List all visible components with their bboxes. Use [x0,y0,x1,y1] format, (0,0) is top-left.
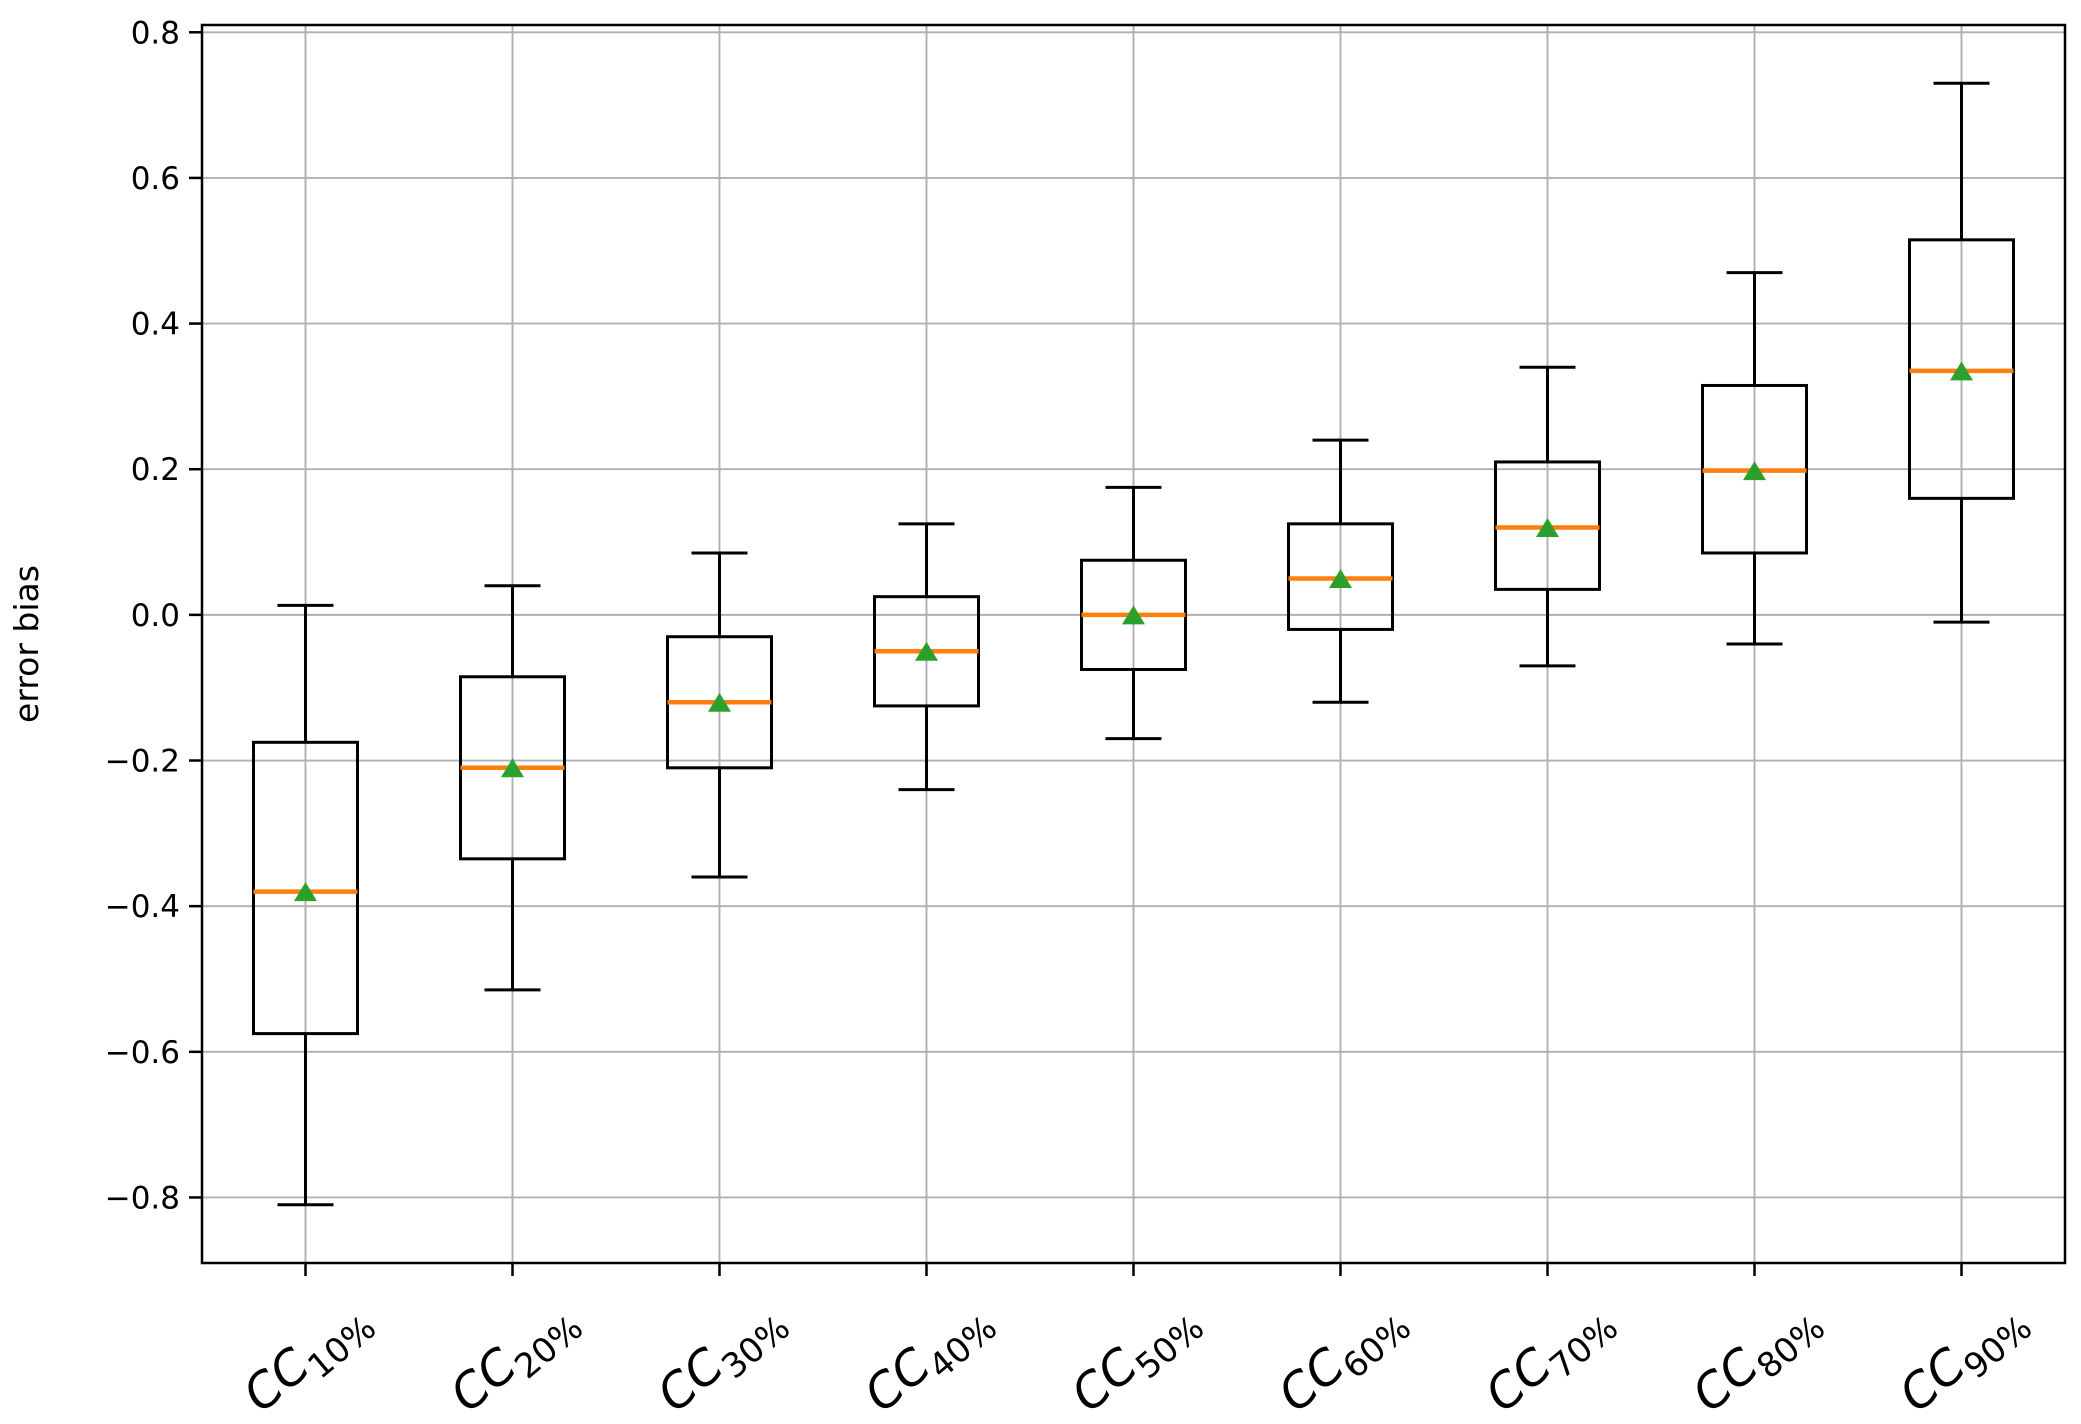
y-tick-label: 0.2 [131,452,180,488]
axis-layer: 0.8 0.6 0.4 0.2 0.0 −0.2 −0.4 −0.6 −0.8 CC10% CC20… [105,15,2067,1424]
y-tick-label: 0.8 [131,15,180,51]
iqr-box [252,740,359,1036]
mean-marker [915,641,938,661]
y-tick-label: −0.4 [105,889,180,925]
mean-marker [1329,568,1352,588]
x-tick-label: CC60% [1268,1289,1419,1424]
x-tick-label: CC10% [233,1289,384,1424]
x-tick-label: CC20% [440,1289,591,1424]
x-tick-label: CC30% [647,1289,798,1424]
y-tick-label: −0.8 [105,1180,180,1216]
box-group-cc30% [666,551,773,879]
y-tick-label: −0.6 [105,1035,180,1071]
grid-layer [202,25,2065,1263]
box-group-cc90% [1908,81,2015,624]
y-tick-label: 0.6 [131,161,180,197]
box-group-cc10% [252,603,359,1207]
box-group-cc20% [459,584,566,992]
mean-marker [1536,517,1559,537]
box-group-cc70% [1494,365,1601,668]
box-group-cc40% [873,522,980,792]
x-tick-label: CC90% [1889,1289,2040,1424]
mean-marker [1950,361,1973,381]
y-axis-label: error bias [7,565,46,723]
y-tick-label: 0.4 [131,307,180,343]
mean-marker [501,758,524,778]
y-tick-label: 0.0 [131,598,180,634]
mean-marker [708,692,731,712]
x-tick-label: CC70% [1475,1289,1626,1424]
box-group-cc80% [1701,271,1808,646]
box-group-cc50% [1080,485,1187,741]
y-tick-label: −0.2 [105,744,180,780]
box-layer [252,81,2015,1207]
x-tick-label: CC50% [1061,1289,1212,1424]
mean-marker [1122,605,1145,625]
box-group-cc60% [1287,438,1394,704]
mean-marker [294,882,317,902]
x-tick-label: CC80% [1682,1289,1833,1424]
mean-marker [1743,461,1766,481]
x-tick-label: CC40% [854,1289,1005,1424]
